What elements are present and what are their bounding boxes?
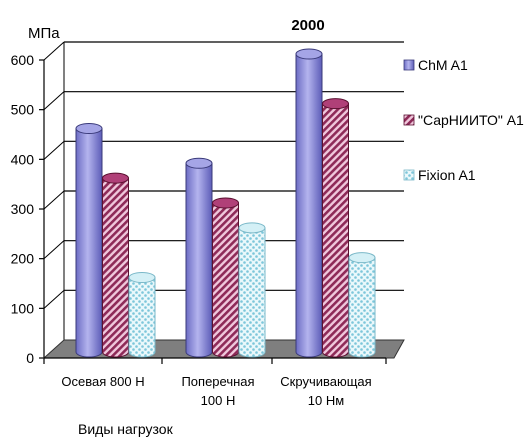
axes: [39, 42, 65, 359]
legend-label-2: Fixion A1: [418, 167, 476, 183]
bar-top-1-2: [322, 98, 349, 110]
y-tick-label-500: 500: [11, 102, 35, 118]
y-tick-label-200: 200: [11, 251, 35, 267]
legend-label-1: "СарНИИТО" A1: [418, 112, 524, 128]
x-tick-label-0-0: Осевая 800 Н: [61, 374, 144, 389]
bar-body-1-2: [322, 103, 349, 358]
gridline-diag-600: [43, 41, 65, 61]
y-tick-label-300: 300: [11, 201, 35, 217]
bar-body-2-0: [128, 277, 156, 358]
x-tick-labels: Осевая 800 Н Поперечная 100 Н Скручивающая 1…: [61, 374, 371, 408]
bar-2-1: [238, 222, 266, 358]
bar-body-0-1: [185, 162, 213, 358]
y-tick-label-600: 600: [11, 52, 35, 68]
y-tick-labels: 0 100 200 300 400 500 600: [11, 52, 35, 366]
gridline-diag-200: [43, 240, 65, 260]
bar-top-2-0: [128, 272, 156, 283]
bar-body-0-2: [295, 53, 323, 358]
bar-2-0: [128, 272, 156, 358]
bar-body-2-1: [238, 227, 266, 358]
bar-body-1-0: [102, 177, 129, 358]
bar-top-2-2: [348, 252, 376, 264]
bar-top-1-0: [102, 172, 129, 184]
y-tick-label-100: 100: [11, 300, 35, 316]
gridline-diag-100: [43, 289, 65, 309]
bar-top-0-1: [185, 157, 213, 169]
bar-1-1: [212, 197, 239, 358]
legend-swatch-0: [403, 59, 415, 71]
gridline-diag-500: [43, 91, 65, 111]
bar-top-2-1: [238, 222, 266, 234]
legend-swatch-1: [403, 114, 415, 126]
bar-1-0: [102, 172, 129, 358]
x-tick-label-1-0: Поперечная: [181, 374, 254, 389]
annotation-2000: 2000: [291, 17, 324, 34]
bars: [75, 48, 376, 358]
bar-body-2-2: [348, 257, 376, 358]
x-axis-label: Виды нагрузок: [78, 421, 174, 437]
y-tick-label-0: 0: [26, 350, 34, 366]
bar-body-0-0: [75, 128, 103, 358]
x-tick-label-1-1: 100 Н: [201, 393, 236, 408]
bar-0-2: [295, 48, 323, 358]
bar-top-0-2: [295, 48, 323, 60]
bar-top-0-0: [75, 123, 103, 134]
legend: ChM A1 "СарНИИТО" A1 Fixion A1: [403, 57, 524, 183]
bar-0-1: [185, 157, 213, 358]
bar-1-2: [322, 98, 349, 358]
x-tick-label-2-0: Скручивающая: [280, 374, 371, 389]
y-tick-label-400: 400: [11, 151, 35, 167]
x-tick-label-2-1: 10 Нм: [308, 393, 344, 408]
legend-swatch-2: [403, 169, 415, 181]
legend-label-0: ChM A1: [418, 57, 468, 73]
bar-0-0: [75, 123, 103, 358]
y-axis-label: МПа: [28, 25, 60, 42]
bar-2-2: [348, 252, 376, 358]
bar-body-1-1: [212, 202, 239, 358]
gridline-diag-300: [43, 190, 65, 210]
gridline-diag-400: [43, 140, 65, 160]
bar-top-1-1: [212, 197, 239, 209]
